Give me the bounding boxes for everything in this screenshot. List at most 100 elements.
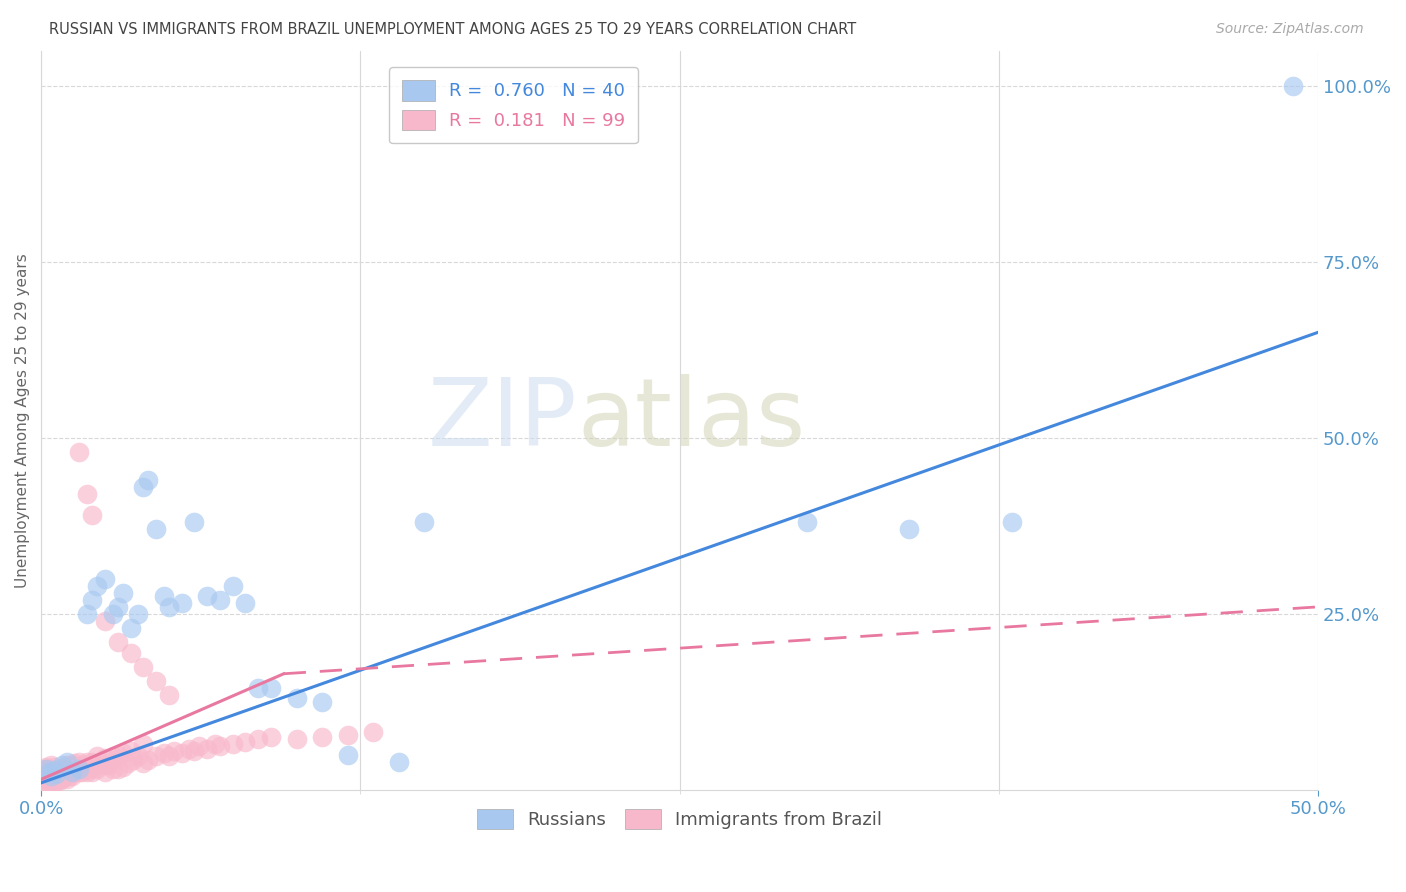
Point	[361, 725, 384, 739]
Point	[195, 742, 218, 756]
Point	[132, 480, 155, 494]
Point	[45, 770, 67, 784]
Point	[107, 599, 129, 614]
Point	[45, 767, 67, 781]
Point	[120, 646, 142, 660]
Point	[208, 592, 231, 607]
Point	[221, 737, 243, 751]
Point	[32, 770, 55, 784]
Point	[138, 753, 160, 767]
Point	[122, 753, 145, 767]
Point	[152, 747, 174, 761]
Point	[82, 592, 104, 607]
Point	[388, 755, 411, 769]
Point	[35, 760, 58, 774]
Point	[42, 765, 65, 780]
Point	[73, 762, 96, 776]
Point	[41, 770, 63, 784]
Legend: Russians, Immigrants from Brazil: Russians, Immigrants from Brazil	[470, 802, 890, 837]
Text: ZIP: ZIP	[427, 375, 578, 467]
Point	[79, 762, 101, 776]
Point	[285, 732, 308, 747]
Point	[48, 774, 70, 789]
Point	[94, 751, 117, 765]
Point	[42, 763, 65, 777]
Point	[145, 749, 167, 764]
Point	[157, 749, 180, 764]
Point	[45, 774, 67, 789]
Point	[35, 772, 58, 787]
Point	[145, 673, 167, 688]
Point	[51, 758, 73, 772]
Point	[32, 765, 55, 780]
Point	[96, 758, 118, 772]
Point	[117, 756, 139, 771]
Point	[120, 744, 142, 758]
Point	[94, 765, 117, 780]
Point	[311, 730, 333, 744]
Point	[152, 590, 174, 604]
Point	[183, 516, 205, 530]
Point	[41, 765, 63, 780]
Point	[41, 769, 63, 783]
Point	[35, 777, 58, 791]
Point	[86, 762, 108, 776]
Point	[157, 688, 180, 702]
Point	[127, 749, 149, 764]
Point	[101, 607, 124, 621]
Point	[55, 755, 77, 769]
Point	[235, 735, 257, 749]
Point	[67, 755, 90, 769]
Point	[204, 737, 226, 751]
Point	[285, 691, 308, 706]
Point	[38, 765, 60, 780]
Point	[48, 769, 70, 783]
Point	[1281, 78, 1303, 93]
Point	[51, 767, 73, 781]
Point	[38, 762, 60, 776]
Point	[76, 765, 98, 780]
Point	[82, 508, 104, 523]
Point	[132, 659, 155, 673]
Point	[898, 523, 921, 537]
Point	[32, 776, 55, 790]
Point	[86, 749, 108, 764]
Point	[76, 487, 98, 501]
Y-axis label: Unemployment Among Ages 25 to 29 years: Unemployment Among Ages 25 to 29 years	[15, 253, 30, 588]
Point	[311, 695, 333, 709]
Point	[145, 523, 167, 537]
Point	[66, 763, 89, 777]
Point	[1001, 516, 1024, 530]
Point	[41, 758, 63, 772]
Point	[91, 758, 114, 772]
Point	[127, 607, 149, 621]
Point	[170, 596, 193, 610]
Point	[35, 762, 58, 776]
Point	[94, 614, 117, 628]
Point	[132, 737, 155, 751]
Point	[179, 742, 201, 756]
Point	[76, 755, 98, 769]
Point	[247, 732, 270, 747]
Point	[111, 747, 134, 761]
Point	[76, 607, 98, 621]
Point	[67, 765, 90, 780]
Point	[63, 756, 86, 771]
Point	[157, 599, 180, 614]
Point	[208, 739, 231, 754]
Point	[53, 763, 76, 777]
Point	[260, 681, 283, 695]
Point	[41, 774, 63, 789]
Point	[195, 590, 218, 604]
Point	[58, 769, 80, 783]
Point	[235, 596, 257, 610]
Point	[221, 579, 243, 593]
Point	[183, 744, 205, 758]
Point	[111, 760, 134, 774]
Point	[82, 755, 104, 769]
Point	[94, 572, 117, 586]
Point	[138, 473, 160, 487]
Point	[48, 763, 70, 777]
Point	[55, 758, 77, 772]
Point	[86, 579, 108, 593]
